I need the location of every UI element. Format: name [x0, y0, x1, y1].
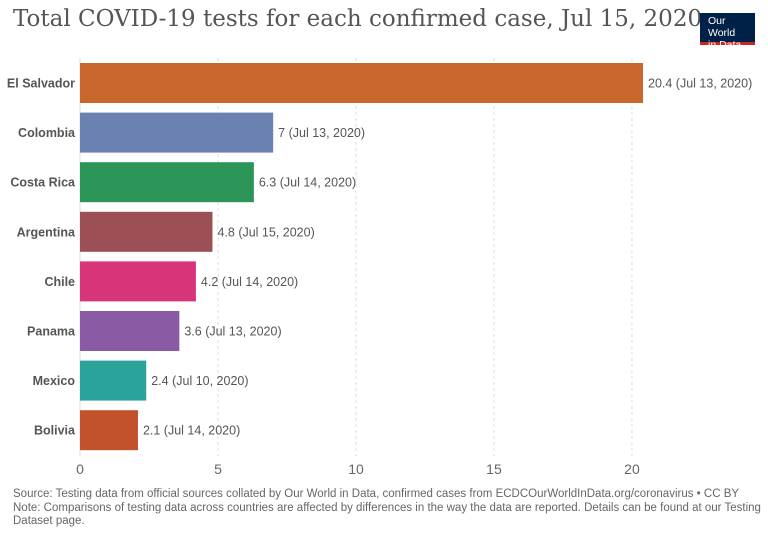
bar-bolivia[interactable] — [80, 410, 138, 451]
source-note: Source: Testing data from official sourc… — [13, 488, 740, 500]
value-label: 6.3 (Jul 14, 2020) — [259, 176, 356, 190]
category-label: Argentina — [17, 225, 76, 239]
value-label: 3.6 (Jul 13, 2020) — [184, 325, 281, 339]
x-tick-label: 15 — [486, 461, 502, 477]
bar-costa-rica[interactable] — [80, 162, 254, 203]
data-note: Note: Comparisons of testing data across… — [13, 501, 761, 528]
x-tick-label: 0 — [76, 461, 84, 477]
category-label: Panama — [27, 325, 76, 339]
bar-el-salvador[interactable] — [80, 63, 643, 103]
logo-line-1: Our World — [708, 15, 736, 39]
footer: Source: Testing data from official sourc… — [13, 488, 761, 529]
logo-line-2: in Data — [708, 39, 742, 51]
value-label: 4.8 (Jul 15, 2020) — [217, 225, 314, 239]
value-labels: 20.4 (Jul 13, 2020) 7 (Jul 13, 2020) 6.3 (… — [143, 77, 752, 438]
bar-chile[interactable] — [80, 261, 196, 302]
category-label: El Salvador — [7, 77, 75, 91]
chart-title: Total COVID-19 tests for each confirmed … — [13, 6, 703, 32]
value-label: 2.4 (Jul 10, 2020) — [151, 374, 248, 388]
bars — [80, 63, 643, 451]
x-tick-label: 20 — [624, 461, 640, 477]
x-tick-label: 10 — [348, 461, 364, 477]
value-label: 4.2 (Jul 14, 2020) — [201, 275, 298, 289]
bar-colombia[interactable] — [80, 112, 274, 153]
x-axis-ticks: 0 5 10 15 20 — [76, 461, 640, 477]
value-label: 7 (Jul 13, 2020) — [278, 126, 365, 140]
bar-mexico[interactable] — [80, 360, 147, 401]
value-label: 20.4 (Jul 13, 2020) — [648, 77, 752, 91]
bar-argentina[interactable] — [80, 211, 213, 252]
category-labels: El Salvador Colombia Costa Rica Argentina Ch… — [7, 77, 76, 438]
owid-logo[interactable]: Our World in Data — [700, 13, 755, 51]
category-label: Costa Rica — [10, 176, 76, 190]
category-label: Colombia — [18, 126, 76, 140]
x-tick-label: 5 — [214, 461, 222, 477]
category-label: Chile — [44, 275, 75, 289]
category-label: Bolivia — [34, 424, 76, 438]
category-label: Mexico — [33, 374, 76, 388]
bar-panama[interactable] — [80, 311, 180, 351]
value-label: 2.1 (Jul 14, 2020) — [143, 424, 240, 438]
bar-chart: El Salvador Colombia Costa Rica Argentina Ch… — [7, 58, 752, 477]
